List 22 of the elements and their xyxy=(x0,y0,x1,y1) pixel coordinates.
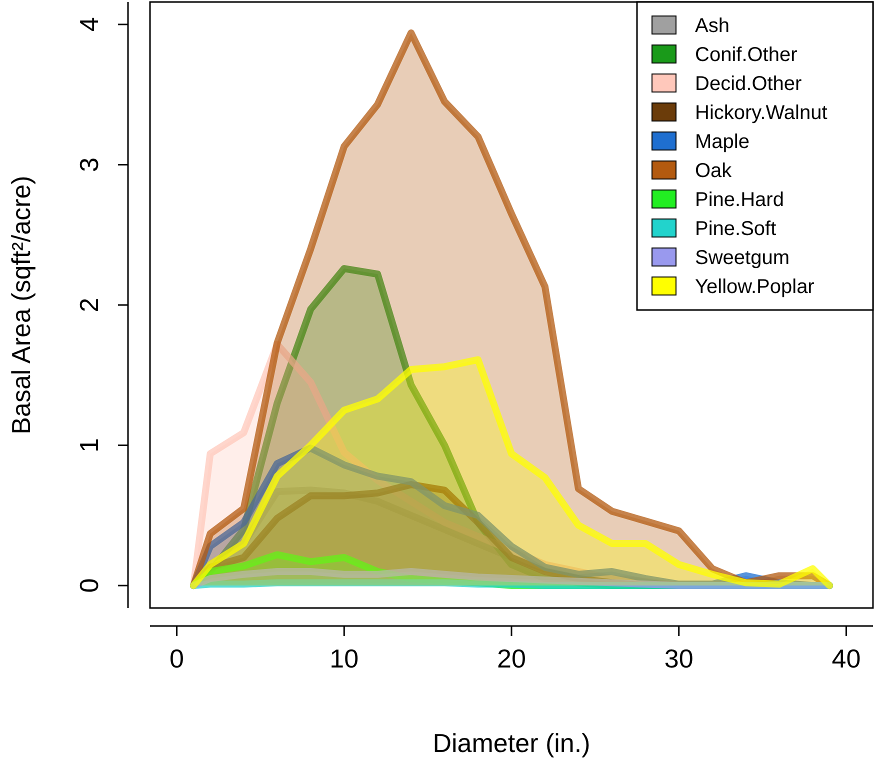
y-axis-title: Basal Area (sqft²/acre) xyxy=(6,176,36,434)
x-tick-label: 0 xyxy=(170,644,184,674)
legend-label: Ash xyxy=(695,15,730,37)
legend-label: Sweetgum xyxy=(695,247,790,269)
x-tick-label: 10 xyxy=(330,644,359,674)
legend-label: Pine.Hard xyxy=(695,189,784,211)
x-axis-title: Diameter (in.) xyxy=(432,728,590,758)
x-tick-label: 30 xyxy=(664,644,694,674)
legend-label: Hickory.Walnut xyxy=(695,102,828,124)
x-tick-label: 40 xyxy=(832,644,861,674)
y-tick-label: 1 xyxy=(74,438,104,453)
legend-label: Yellow.Poplar xyxy=(695,276,815,298)
y-tick-label: 3 xyxy=(74,157,104,172)
legend-label: Oak xyxy=(695,160,733,182)
y-tick-label: 4 xyxy=(74,17,104,32)
y-tick-label: 2 xyxy=(74,298,104,312)
legend-label: Conif.Other xyxy=(695,44,798,66)
legend-label: Maple xyxy=(695,131,750,153)
legend-label: Pine.Soft xyxy=(695,218,777,240)
x-tick-label: 20 xyxy=(497,644,526,674)
legend-label: Decid.Other xyxy=(695,73,802,95)
y-tick-label: 0 xyxy=(74,578,104,593)
